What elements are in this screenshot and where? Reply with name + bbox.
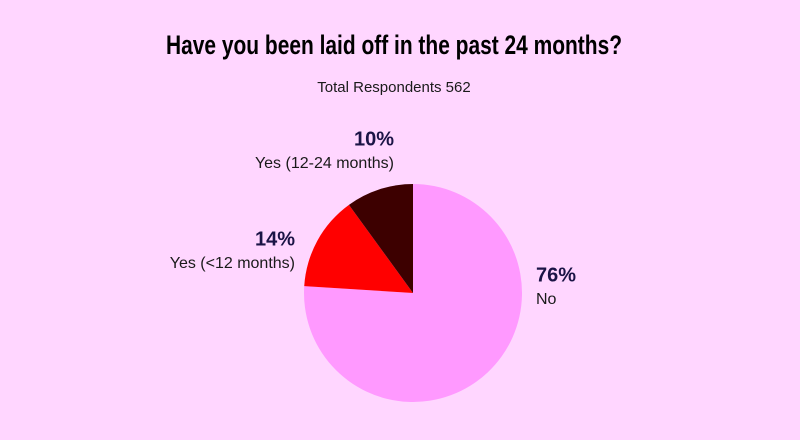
slice-percent: 76% xyxy=(536,264,576,286)
slice-label: Yes (12-24 months) xyxy=(255,155,394,172)
slice-label: No xyxy=(536,291,557,308)
pie-slice xyxy=(304,184,522,402)
slice-percent: 14% xyxy=(255,228,295,250)
slice-percent: 10% xyxy=(354,128,394,150)
pie-slice xyxy=(348,183,413,293)
chart-title: Have you been laid off in the past 24 mo… xyxy=(166,30,622,60)
slice-label: Yes (<12 months) xyxy=(170,255,295,272)
chart-subtitle: Total Respondents 562 xyxy=(317,79,470,96)
pie-slice xyxy=(304,204,413,293)
